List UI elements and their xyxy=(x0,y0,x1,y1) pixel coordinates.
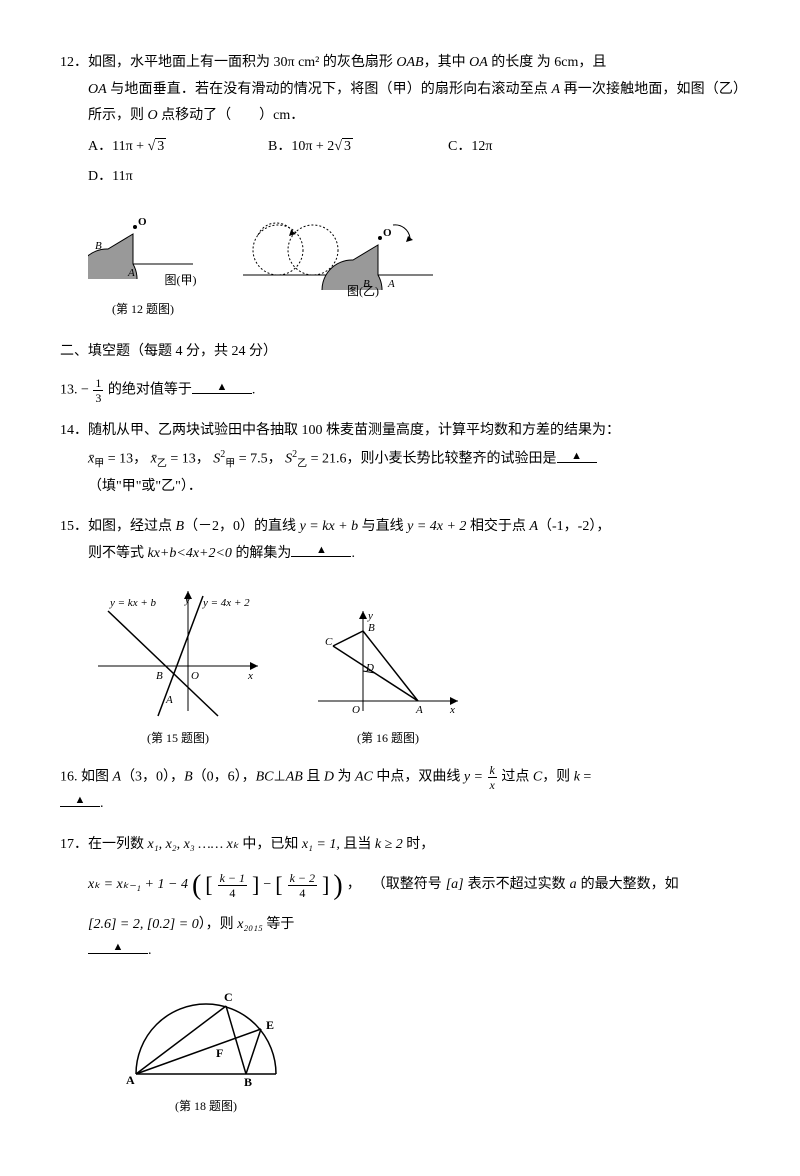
svg-text:A: A xyxy=(165,694,173,706)
svg-text:B: B xyxy=(244,1075,252,1089)
q18-figure: A B C E F xyxy=(116,979,296,1089)
q16-figure: B C D O A x y xyxy=(308,601,468,721)
svg-text:A: A xyxy=(126,1073,135,1087)
svg-text:O: O xyxy=(352,704,360,716)
q12-label: 12． xyxy=(60,55,88,70)
q17-label: 17． xyxy=(60,837,88,852)
svg-text:C: C xyxy=(224,990,233,1004)
q16-caption: (第 16 题图) xyxy=(308,727,468,750)
section-2-title: 二、填空题（每题 4 分，共 24 分） xyxy=(60,339,740,366)
question-17: 17．在一列数 x₁, x₂, x₃ …… xₖ 中，已知 x₁ = 1, 且当… xyxy=(60,832,740,965)
svg-text:E: E xyxy=(266,1018,274,1032)
question-14: 14．随机从甲、乙两块试验田中各抽取 100 株麦苗测量高度，计算平均数和方差的… xyxy=(60,418,740,500)
blank xyxy=(557,448,597,463)
svg-text:A: A xyxy=(415,704,423,716)
svg-text:B: B xyxy=(95,240,102,252)
option-b: B．10π + 23 xyxy=(268,134,448,161)
q16-label: 16. xyxy=(60,770,78,785)
question-13: 13. − 13 的绝对值等于. xyxy=(60,377,740,404)
svg-text:y = kx + b: y = kx + b xyxy=(109,597,156,609)
svg-text:O: O xyxy=(383,227,392,239)
blank xyxy=(291,542,351,557)
svg-text:F: F xyxy=(216,1046,223,1060)
svg-text:C: C xyxy=(325,636,333,648)
svg-text:y: y xyxy=(184,594,190,606)
svg-text:O: O xyxy=(138,216,147,228)
q15-q16-figures: y = kx + b y = 4x + 2 y x B O A (第 15 题图… xyxy=(88,581,740,750)
svg-text:B: B xyxy=(156,670,163,682)
question-16: 16. 如图 A（3，0），B（0，6），BC⊥AB 且 D 为 AC 中点，双… xyxy=(60,764,740,818)
svg-text:D: D xyxy=(365,662,374,674)
q12-options: A．11π + 3 B．10π + 23 C．12π D．11π xyxy=(60,134,740,195)
option-a: A．11π + 3 xyxy=(88,134,268,161)
q14-label: 14． xyxy=(60,423,88,438)
q12-text: 12．如图，水平地面上有一面积为 30π cm² 的灰色扇形 OAB，其中 OA… xyxy=(60,50,740,77)
q12-figures: O B A 图(甲) (第 12 题图) O B A 图(乙 xyxy=(88,209,740,321)
question-15: 15．如图，经过点 B（－2，0）的直线 y = kx + b 与直线 y = … xyxy=(60,514,740,750)
q18-figure-row: A B C E F (第 18 题图) xyxy=(116,979,740,1118)
q15-label: 15． xyxy=(60,519,88,534)
svg-text:x: x xyxy=(449,704,455,716)
svg-text:B: B xyxy=(368,622,375,634)
q15-caption: (第 15 题图) xyxy=(88,727,268,750)
option-c: C．12π xyxy=(448,134,628,161)
svg-text:y: y xyxy=(367,610,373,622)
question-12: 12．如图，水平地面上有一面积为 30π cm² 的灰色扇形 OAB，其中 OA… xyxy=(60,50,740,321)
blank xyxy=(60,792,100,807)
svg-text:A: A xyxy=(127,267,135,279)
q12-caption: (第 12 题图) xyxy=(88,298,198,321)
svg-text:y = 4x + 2: y = 4x + 2 xyxy=(202,597,250,609)
blank xyxy=(192,379,252,394)
q13-label: 13. xyxy=(60,383,81,398)
svg-text:x: x xyxy=(247,670,253,682)
q15-figure: y = kx + b y = 4x + 2 y x B O A xyxy=(88,581,268,721)
svg-text:O: O xyxy=(191,670,199,682)
q18-caption: (第 18 题图) xyxy=(116,1095,296,1118)
svg-text:A: A xyxy=(387,278,395,290)
option-d: D．11π xyxy=(88,164,268,191)
blank xyxy=(88,939,148,954)
